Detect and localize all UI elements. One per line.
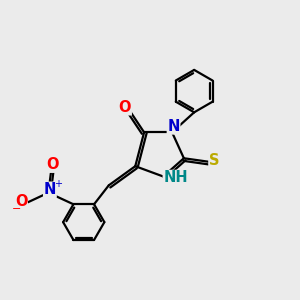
Text: NH: NH bbox=[163, 170, 188, 185]
Text: O: O bbox=[15, 194, 27, 209]
Text: N: N bbox=[44, 182, 56, 197]
Text: O: O bbox=[119, 100, 131, 115]
Text: N: N bbox=[167, 119, 180, 134]
Text: −: − bbox=[12, 204, 22, 214]
Text: O: O bbox=[46, 157, 59, 172]
Text: S: S bbox=[209, 153, 219, 168]
Text: +: + bbox=[54, 179, 62, 190]
